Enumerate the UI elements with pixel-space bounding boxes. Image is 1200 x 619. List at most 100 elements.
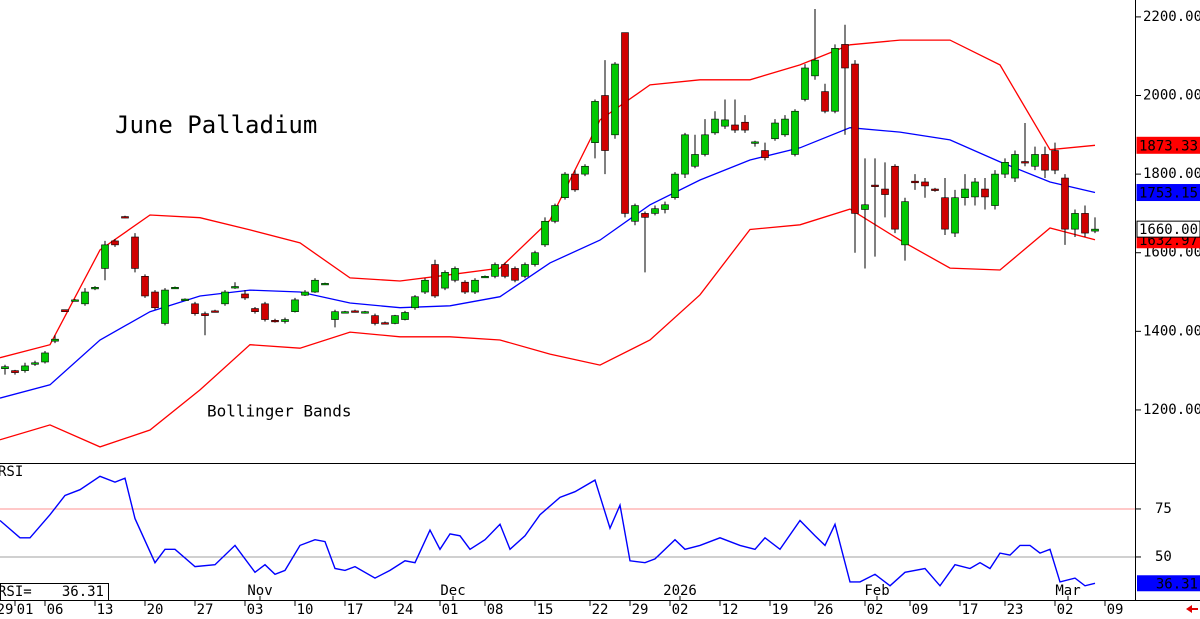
- candle-body: [1061, 177, 1069, 230]
- candle-body: [211, 310, 219, 313]
- candle-body: [1021, 161, 1029, 164]
- x-tick-label: 01: [17, 602, 34, 618]
- candle-body: [711, 118, 719, 134]
- candle-body: [721, 119, 729, 127]
- scroll-arrow[interactable]: [1186, 605, 1198, 613]
- y-tick-label: 2000.00: [1143, 88, 1200, 104]
- x-tick-label: 02: [867, 602, 884, 618]
- candle-body: [961, 188, 969, 198]
- candle-body: [991, 173, 999, 206]
- candle-body: [771, 122, 779, 140]
- candle-body: [1041, 154, 1049, 171]
- candle-body: [501, 264, 509, 277]
- candle-body: [1, 366, 9, 369]
- candle-body: [911, 180, 919, 184]
- candle-body: [571, 173, 579, 191]
- candle-body: [641, 213, 649, 218]
- candle-body: [151, 291, 159, 309]
- x-tick-label: 22: [592, 602, 609, 618]
- candle-body: [981, 188, 989, 198]
- candle-body: [391, 315, 399, 324]
- candle-body: [481, 276, 489, 279]
- candle-body: [11, 370, 19, 373]
- annotation: Bollinger Bands: [207, 402, 352, 421]
- y-tick-label: 75: [1155, 501, 1172, 517]
- month-label: 2026: [663, 583, 697, 599]
- candle-body: [91, 287, 99, 290]
- month-label: Nov: [247, 583, 272, 599]
- candle-body: [851, 63, 859, 214]
- candle-body: [1011, 154, 1019, 179]
- month-label: Dec: [440, 583, 465, 599]
- candle-body: [1001, 162, 1009, 175]
- candle-body: [731, 124, 739, 131]
- candle-body: [451, 268, 459, 281]
- candle-body: [51, 338, 59, 342]
- x-tick-label: 08: [487, 602, 504, 618]
- x-tick-label: 06: [47, 602, 64, 618]
- candle-body: [941, 197, 949, 230]
- candle-body: [221, 291, 229, 305]
- candle-body: [261, 303, 269, 320]
- x-tick-label: 19: [772, 602, 789, 618]
- x-tick-label: 29: [0, 602, 13, 618]
- candle-body: [971, 181, 979, 198]
- candle-body: [431, 264, 439, 297]
- candle-body: [381, 322, 389, 325]
- candle-body: [61, 309, 69, 312]
- y-tick-label: 50: [1155, 549, 1172, 565]
- candle-body: [681, 134, 689, 175]
- candle-body: [531, 252, 539, 265]
- rsi-title: RSI: [0, 464, 23, 480]
- candle-body: [361, 311, 369, 314]
- last-value-label: 36.31: [1156, 576, 1198, 592]
- candle-body: [131, 236, 139, 269]
- candle-body: [801, 67, 809, 100]
- candle-body: [631, 205, 639, 222]
- candle-body: [831, 48, 839, 112]
- candle-body: [541, 220, 549, 246]
- candle-body: [371, 315, 379, 324]
- x-tick-label: 09: [912, 602, 929, 618]
- candle-body: [231, 286, 239, 289]
- candle-body: [671, 173, 679, 198]
- y-tick-label: 1200.00: [1143, 402, 1200, 418]
- rsi-line: [0, 475, 1096, 587]
- candle-body: [21, 365, 29, 371]
- candle-body: [701, 134, 709, 155]
- x-tick-label: 23: [1007, 602, 1024, 618]
- candle-body: [491, 264, 499, 277]
- last-value-box: [1136, 184, 1200, 202]
- chart-title: June Palladium: [115, 111, 317, 139]
- candle-body: [421, 279, 429, 293]
- candle-body: [601, 95, 609, 151]
- candle-body: [461, 281, 469, 293]
- x-tick-label: 13: [97, 602, 114, 618]
- candle-body: [511, 268, 519, 281]
- x-tick-label: 12: [722, 602, 739, 618]
- candle-body: [821, 91, 829, 112]
- candle-body: [1031, 154, 1039, 167]
- candle-body: [921, 181, 929, 187]
- candle-body: [791, 110, 799, 155]
- candle-body: [101, 244, 109, 269]
- candle-body: [441, 272, 449, 289]
- y-tick-label: 1400.00: [1143, 323, 1200, 339]
- candle-body: [341, 311, 349, 314]
- y-tick-label: 2200.00: [1143, 9, 1200, 25]
- candle-body: [951, 197, 959, 234]
- candle-body: [661, 204, 669, 210]
- candle-body: [171, 287, 179, 290]
- candle-body: [551, 205, 559, 222]
- x-tick-label: 02: [1057, 602, 1074, 618]
- x-tick-label: 10: [297, 602, 314, 618]
- candle-body: [181, 298, 189, 301]
- candle-body: [241, 293, 249, 299]
- candle-body: [881, 188, 889, 195]
- candle-body: [471, 279, 479, 293]
- x-tick-label: 17: [962, 602, 979, 618]
- rsi-readout-label: RSI=: [0, 584, 32, 600]
- candle-body: [871, 184, 879, 187]
- x-tick-label: 17: [347, 602, 364, 618]
